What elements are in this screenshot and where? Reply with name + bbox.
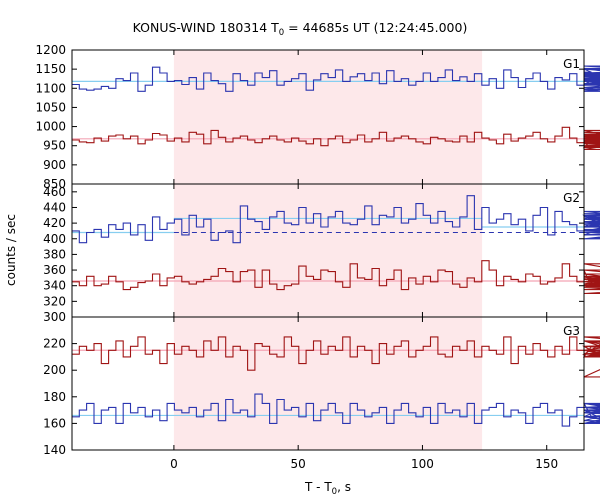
- y-tick-label: 160: [43, 416, 66, 430]
- x-tick-label: 50: [291, 457, 306, 471]
- panel-g1: 850 900 950 1000 1050 1100 1150 1200 G1: [35, 43, 600, 191]
- y-tick-label: 140: [43, 443, 66, 457]
- y-tick-label: 460: [43, 185, 66, 199]
- y-tick-label: 400: [43, 232, 66, 246]
- y-tick-label: 1000: [35, 120, 66, 134]
- y-tick-label: 900: [43, 158, 66, 172]
- panel-g3: 140 160 180 200 220 G3: [43, 316, 600, 457]
- y-tick-label: 340: [43, 279, 66, 293]
- panel-label: G3: [563, 324, 580, 338]
- x-tick-label: 150: [535, 457, 558, 471]
- series-step-line: [72, 336, 600, 378]
- chart-title: KONUS-WIND 180314 T0 = 44685s UT (12:24:…: [133, 20, 468, 38]
- series-step-line: [72, 126, 600, 151]
- y-tick-label: 200: [43, 363, 66, 377]
- y-tick-label: 950: [43, 139, 66, 153]
- y-tick-label: 420: [43, 216, 66, 230]
- highlight-interval: [173, 50, 483, 450]
- x-tick-label: 0: [170, 457, 178, 471]
- y-axis-label: counts / sec: [4, 214, 18, 286]
- panel-label: G1: [563, 57, 580, 71]
- series-step-line: [72, 65, 600, 92]
- y-tick-label: 180: [43, 390, 66, 404]
- panel-label: G2: [563, 191, 580, 205]
- x-axis-label: T - T0, s: [304, 480, 351, 497]
- y-tick-label: 1050: [35, 100, 66, 114]
- x-tick-label: 100: [411, 457, 434, 471]
- y-tick-label: 440: [43, 200, 66, 214]
- plot-area: 85090095010001050110011501200G1300320340…: [35, 43, 600, 471]
- series-step-line: [72, 260, 600, 295]
- y-tick-label: 850: [43, 177, 66, 191]
- series-step-line: [72, 393, 600, 427]
- y-tick-label: 300: [43, 310, 66, 324]
- y-tick-label: 1100: [35, 81, 66, 95]
- y-tick-label: 360: [43, 263, 66, 277]
- y-tick-label: 320: [43, 294, 66, 308]
- panel-frame: [71, 316, 585, 451]
- y-tick-label: 1150: [35, 62, 66, 76]
- series-step-line: [72, 195, 600, 244]
- y-tick-label: 1200: [35, 43, 66, 57]
- y-tick-label: 220: [43, 337, 66, 351]
- y-tick-label: 380: [43, 247, 66, 261]
